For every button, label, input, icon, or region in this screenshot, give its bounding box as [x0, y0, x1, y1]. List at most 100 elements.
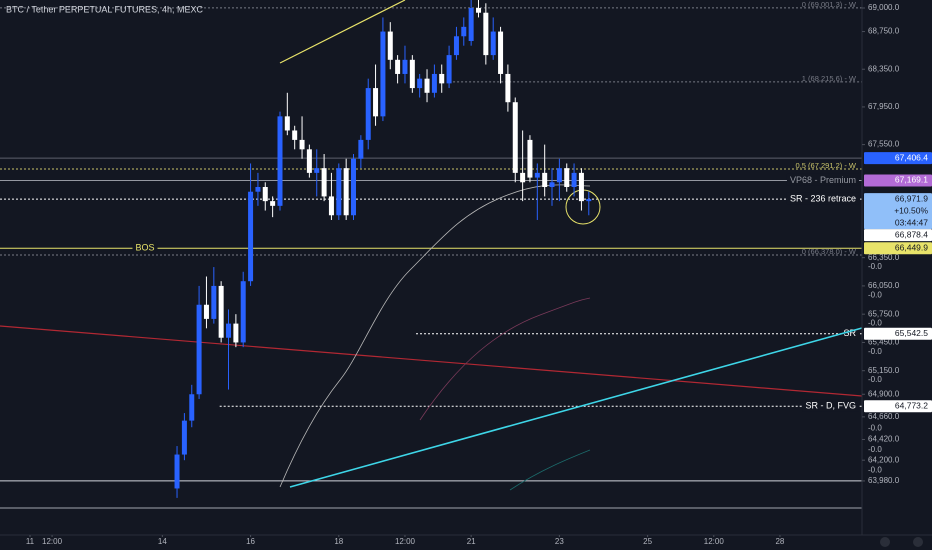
trend-line	[0, 325, 863, 397]
chart-title: BTC / Tether PERPETUAL FUTURES, 4h, MEXC	[6, 4, 204, 14]
candle-body	[321, 168, 327, 197]
label-background	[802, 399, 859, 412]
candle-body	[586, 199, 592, 202]
level-label: SR	[843, 328, 856, 338]
y-tick-label: 69,000.0	[868, 3, 900, 12]
secondary-axis-label: -0.0	[868, 262, 882, 271]
level-label: BOS	[135, 243, 154, 253]
candle-body	[395, 59, 401, 74]
candle-body	[578, 172, 584, 202]
candle-body	[174, 454, 180, 489]
moving-average	[419, 297, 591, 421]
candle-body	[461, 26, 467, 37]
candle-body	[483, 12, 489, 56]
candle-body	[431, 73, 437, 93]
x-tick-label: 25	[643, 537, 652, 546]
x-tick-label: 21	[467, 537, 476, 546]
candle-body	[262, 187, 268, 202]
settings-button[interactable]	[913, 537, 923, 547]
price-tag-label: 66,449.9	[895, 242, 928, 252]
candle-body	[380, 31, 386, 117]
candle-body	[409, 59, 415, 89]
y-tick-label: 65,450.0	[868, 338, 900, 347]
secondary-axis-label: -0.0	[868, 466, 882, 475]
price-tag-label: 03:44:47	[895, 217, 928, 227]
candle-body	[534, 172, 540, 178]
level-label: SR - 236 retrace	[790, 193, 856, 203]
secondary-axis-label: -0.0	[868, 445, 882, 454]
candle-body	[240, 281, 246, 343]
y-tick-label: 65,150.0	[868, 366, 900, 375]
candle-body	[490, 31, 496, 56]
y-tick-label: 68,350.0	[868, 64, 900, 73]
candle-body	[306, 149, 312, 173]
x-tick-label: 11	[26, 537, 35, 546]
price-tag-label: 66,878.4	[895, 229, 928, 239]
price-tag-label: 67,169.1	[895, 175, 928, 185]
candle-body	[564, 168, 570, 188]
price-tag-label: 66,971.9	[895, 193, 928, 203]
candle-body	[211, 285, 217, 319]
candle-body	[417, 78, 423, 89]
candle-body	[512, 102, 518, 173]
secondary-axis-label: -0.0	[868, 423, 882, 432]
candle-body	[343, 168, 349, 216]
price-axis	[862, 0, 932, 550]
price-tag	[864, 327, 932, 340]
candle-body	[336, 168, 342, 216]
y-tick-label: 63,980.0	[868, 476, 900, 485]
candle-body	[299, 139, 305, 150]
price-tag-label: 65,542.5	[895, 328, 928, 338]
label-background	[786, 192, 859, 205]
price-tag	[864, 193, 932, 230]
y-tick-label: 64,660.0	[868, 412, 900, 421]
candle-body	[226, 323, 232, 338]
secondary-axis-label: -0.0	[868, 375, 882, 384]
x-tick-label: 12:00	[42, 537, 63, 546]
y-tick-label: 67,550.0	[868, 140, 900, 149]
candle-body	[203, 304, 209, 319]
candle-body	[270, 201, 276, 206]
price-tag	[864, 242, 932, 255]
level-label: 1 (68,215.6) - W	[802, 74, 857, 83]
y-tick-label: 65,750.0	[868, 309, 900, 318]
secondary-axis-label: -0.0	[868, 319, 882, 328]
auto-scale-button[interactable]	[880, 537, 890, 547]
candle-body	[505, 73, 511, 103]
candle-body	[527, 139, 533, 178]
candle-body	[542, 172, 548, 188]
candle-body	[402, 59, 408, 74]
candle-body	[476, 8, 482, 13]
candle-body	[498, 31, 504, 74]
moving-average	[279, 184, 591, 488]
x-tick-label: 12:00	[395, 537, 416, 546]
level-label: SR - D, FVG	[805, 401, 856, 411]
x-tick-label: 14	[158, 537, 167, 546]
price-tag	[864, 229, 932, 242]
candle-body	[181, 420, 187, 455]
candle-body	[373, 88, 379, 117]
y-tick-label: 68,750.0	[868, 27, 900, 36]
y-tick-label: 64,200.0	[868, 455, 900, 464]
candle-body	[350, 158, 356, 216]
x-tick-label: 16	[246, 537, 255, 546]
levels: 0 (69,001.3) - W 1 (68,215.6) - W 0.5 (67,…	[0, 0, 862, 482]
candle-body	[439, 73, 445, 84]
candle-body	[292, 130, 298, 140]
candle-body	[284, 116, 290, 131]
candle-body	[218, 285, 224, 338]
price-tag-label: 67,406.4	[895, 152, 928, 162]
candle-body	[277, 116, 283, 206]
level-label: 0.5 (67,291.2) - W	[796, 161, 857, 170]
y-tick-label: 64,900.0	[868, 389, 900, 398]
candle-body	[358, 139, 364, 159]
moving-average	[509, 449, 591, 491]
candle-body	[189, 394, 195, 421]
level-label: VP68 - Premium	[790, 175, 856, 185]
candles	[174, 0, 592, 498]
y-tick-label: 64,420.0	[868, 435, 900, 444]
candle-body	[424, 78, 430, 93]
candle-body	[196, 304, 202, 395]
secondary-axis-label: -0.0	[868, 290, 882, 299]
